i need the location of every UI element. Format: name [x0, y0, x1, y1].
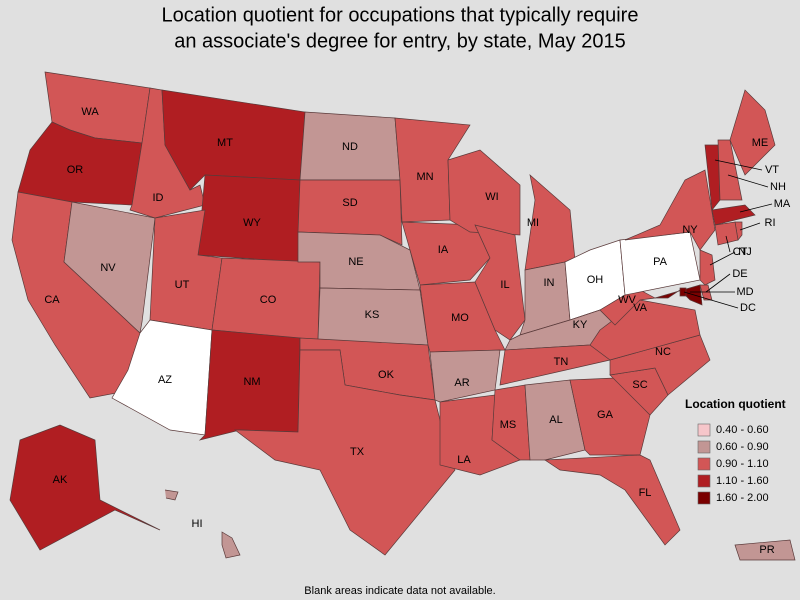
state-label: MD	[736, 286, 753, 298]
state-label: DE	[732, 268, 747, 280]
state-label: MA	[774, 198, 791, 210]
state-label: NE	[348, 256, 363, 268]
callout	[739, 222, 761, 231]
legend-label: 0.90 - 1.10	[716, 458, 769, 470]
state	[429, 349, 501, 403]
state-label: RI	[765, 217, 776, 229]
state-label: NC	[655, 346, 671, 358]
state-label: OK	[378, 369, 395, 381]
state-label: FL	[639, 487, 652, 499]
state-label: TX	[350, 446, 365, 458]
state-label: PA	[653, 256, 668, 268]
legend-swatch	[697, 491, 711, 505]
state-label: VT	[765, 164, 779, 176]
callout	[725, 235, 731, 253]
state-label: TN	[554, 356, 569, 368]
state-label: CO	[260, 294, 277, 306]
state	[711, 204, 756, 226]
state-label: WA	[81, 106, 99, 118]
state	[447, 149, 521, 236]
state-label: WY	[243, 217, 261, 229]
title-line: an associate's degree for entry, by stat…	[174, 30, 625, 52]
state-label: CA	[44, 294, 60, 306]
legend-label: 1.60 - 2.00	[716, 492, 769, 504]
state-label: NM	[243, 376, 260, 388]
state-label: AK	[53, 474, 68, 486]
state	[297, 179, 403, 246]
state-label: VA	[633, 302, 648, 314]
state-label: HI	[192, 518, 203, 530]
state-label: OR	[67, 164, 84, 176]
state-label: GA	[597, 409, 614, 421]
callout	[727, 174, 769, 188]
legend-label: 0.60 - 0.90	[716, 441, 769, 453]
state	[474, 224, 526, 341]
state-label: AL	[549, 414, 562, 426]
state-label: ND	[342, 141, 358, 153]
state-label: DC	[740, 302, 756, 314]
state-label: WI	[485, 191, 498, 203]
state	[491, 384, 531, 461]
state	[699, 249, 716, 286]
state-label: MN	[416, 171, 433, 183]
state-label: ID	[153, 192, 164, 204]
state-label: KS	[365, 309, 380, 321]
state	[654, 284, 703, 306]
state-label: IL	[500, 279, 509, 291]
callout	[739, 203, 773, 213]
state	[717, 139, 743, 201]
state	[734, 539, 796, 561]
state-label: ME	[752, 137, 769, 149]
state-label: PR	[759, 544, 774, 556]
state	[63, 201, 156, 334]
state-label: NV	[100, 262, 116, 274]
title-line: Location quotient for occupations that t…	[162, 4, 639, 26]
legend-label: 0.40 - 0.60	[716, 424, 769, 436]
state-label: IN	[544, 277, 555, 289]
state	[233, 349, 456, 556]
state-label: NH	[770, 181, 786, 193]
callout	[705, 273, 731, 293]
state-label: WV	[618, 294, 636, 306]
state	[624, 169, 716, 251]
state-label: KY	[573, 319, 588, 331]
state-label: MT	[217, 137, 233, 149]
state-label: MS	[500, 419, 517, 431]
legend-swatch	[697, 457, 711, 471]
state-label: IA	[438, 244, 449, 256]
state-label: AZ	[158, 374, 172, 386]
state-label: NJ	[738, 246, 751, 258]
state	[161, 89, 306, 191]
state	[9, 424, 161, 551]
callout	[683, 291, 739, 309]
state	[164, 489, 241, 559]
legend-label: 1.10 - 1.60	[716, 475, 769, 487]
state-label: AR	[454, 377, 469, 389]
state-label: UT	[175, 279, 190, 291]
legend-swatch	[697, 423, 711, 437]
state-label: SD	[342, 197, 357, 209]
state	[524, 379, 586, 461]
state-label: MI	[527, 217, 539, 229]
state	[543, 454, 681, 546]
state	[729, 89, 776, 176]
state	[111, 319, 213, 436]
state-label: SC	[632, 379, 647, 391]
state	[699, 284, 713, 301]
note: Blank areas indicate data not available.	[304, 585, 495, 597]
callout	[714, 159, 763, 171]
state	[679, 287, 687, 297]
state-label: CT	[733, 246, 748, 258]
state-label: MO	[451, 312, 469, 324]
state-label: OH	[587, 274, 604, 286]
legend-swatch	[697, 474, 711, 488]
legend-swatch	[697, 440, 711, 454]
state-label: LA	[457, 454, 471, 466]
callout	[709, 251, 736, 266]
state-label: NY	[682, 224, 698, 236]
legend-title: Location quotient	[685, 397, 786, 411]
state	[714, 221, 739, 246]
